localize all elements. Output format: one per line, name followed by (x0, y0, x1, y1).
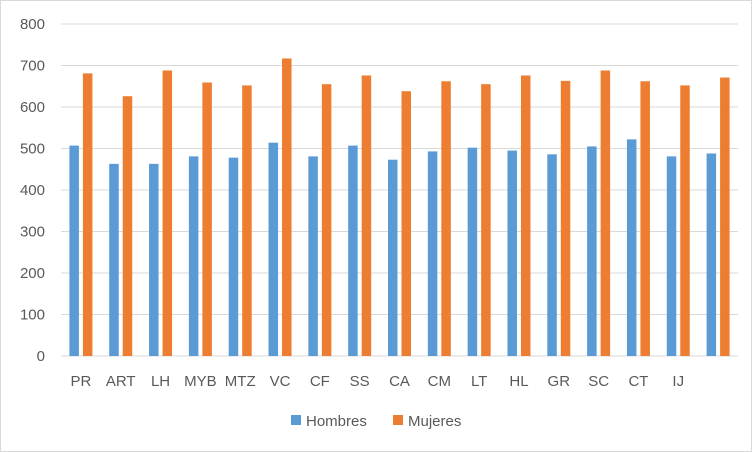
x-tick-label: IJ (672, 373, 684, 390)
bar-mujeres (640, 81, 650, 357)
gridlines (61, 23, 738, 357)
y-axis-ticks: 0 100 200 300 400 500 600 700 800 (20, 16, 45, 365)
bar-mujeres (560, 80, 571, 356)
bar-mujeres (481, 84, 491, 357)
y-tick-label: 800 (20, 16, 45, 33)
y-tick-label: 0 (37, 348, 45, 365)
bar-mujeres (321, 84, 332, 357)
x-tick-label: LH (151, 373, 170, 390)
bar-hombres (228, 157, 239, 356)
y-tick-label: 700 (20, 58, 45, 75)
bar-hombres (149, 163, 159, 356)
y-tick-label: 400 (20, 182, 45, 199)
bar-hombres (388, 159, 398, 356)
x-tick-label: ART (106, 373, 136, 390)
bars (69, 58, 730, 357)
bar-hombres (626, 139, 637, 356)
bar-mujeres (202, 82, 212, 356)
bar-mujeres (282, 58, 292, 356)
bar-hombres (427, 151, 438, 356)
bar-mujeres (122, 96, 133, 357)
bar-hombres (268, 142, 279, 356)
y-tick-label: 300 (20, 224, 45, 241)
bar-hombres (188, 156, 199, 356)
y-tick-label: 600 (20, 99, 45, 116)
bar-hombres (547, 154, 557, 356)
legend: Hombres Mujeres (291, 413, 461, 430)
bar-mujeres (600, 70, 611, 356)
x-tick-label: CT (628, 373, 648, 390)
x-tick-label: PR (70, 373, 91, 390)
y-tick-label: 200 (20, 265, 45, 282)
x-tick-label: VC (270, 373, 291, 390)
bar-hombres (109, 163, 119, 356)
bar-hombres (467, 147, 478, 356)
x-tick-label: HL (509, 373, 528, 390)
legend-label: Mujeres (408, 413, 461, 430)
bar-hombres (706, 153, 717, 356)
bar-mujeres (401, 91, 411, 356)
x-tick-label: SC (588, 373, 609, 390)
bar-hombres (587, 146, 597, 356)
bar-mujeres (242, 85, 252, 357)
legend-label: Hombres (306, 413, 367, 430)
x-tick-label: CA (389, 373, 410, 390)
bar-mujeres (680, 85, 690, 357)
bar-mujeres (720, 77, 730, 356)
x-tick-label: CM (428, 373, 451, 390)
bar-hombres (507, 150, 517, 356)
x-tick-label: GR (548, 373, 571, 390)
x-axis-ticks: PR ART LH MYB MTZ VC CF SS CA CM LT HL GR SC CT IJ (70, 373, 684, 390)
bar-hombres (69, 145, 79, 356)
x-tick-label: MTZ (225, 373, 256, 390)
bar-mujeres (520, 75, 531, 357)
x-tick-label: MYB (184, 373, 217, 390)
bar-mujeres (162, 70, 173, 356)
x-tick-label: CF (310, 373, 330, 390)
legend-swatch (291, 415, 301, 425)
bar-hombres (666, 156, 677, 356)
x-tick-label: SS (350, 373, 370, 390)
bar-hombres (308, 156, 318, 356)
legend-swatch (393, 415, 403, 425)
bar-mujeres (441, 81, 451, 357)
bar-mujeres (82, 73, 93, 356)
x-tick-label: LT (471, 373, 487, 390)
bar-mujeres (361, 75, 372, 357)
bar-hombres (348, 145, 358, 356)
y-tick-label: 500 (20, 141, 45, 158)
y-tick-label: 100 (20, 307, 45, 324)
